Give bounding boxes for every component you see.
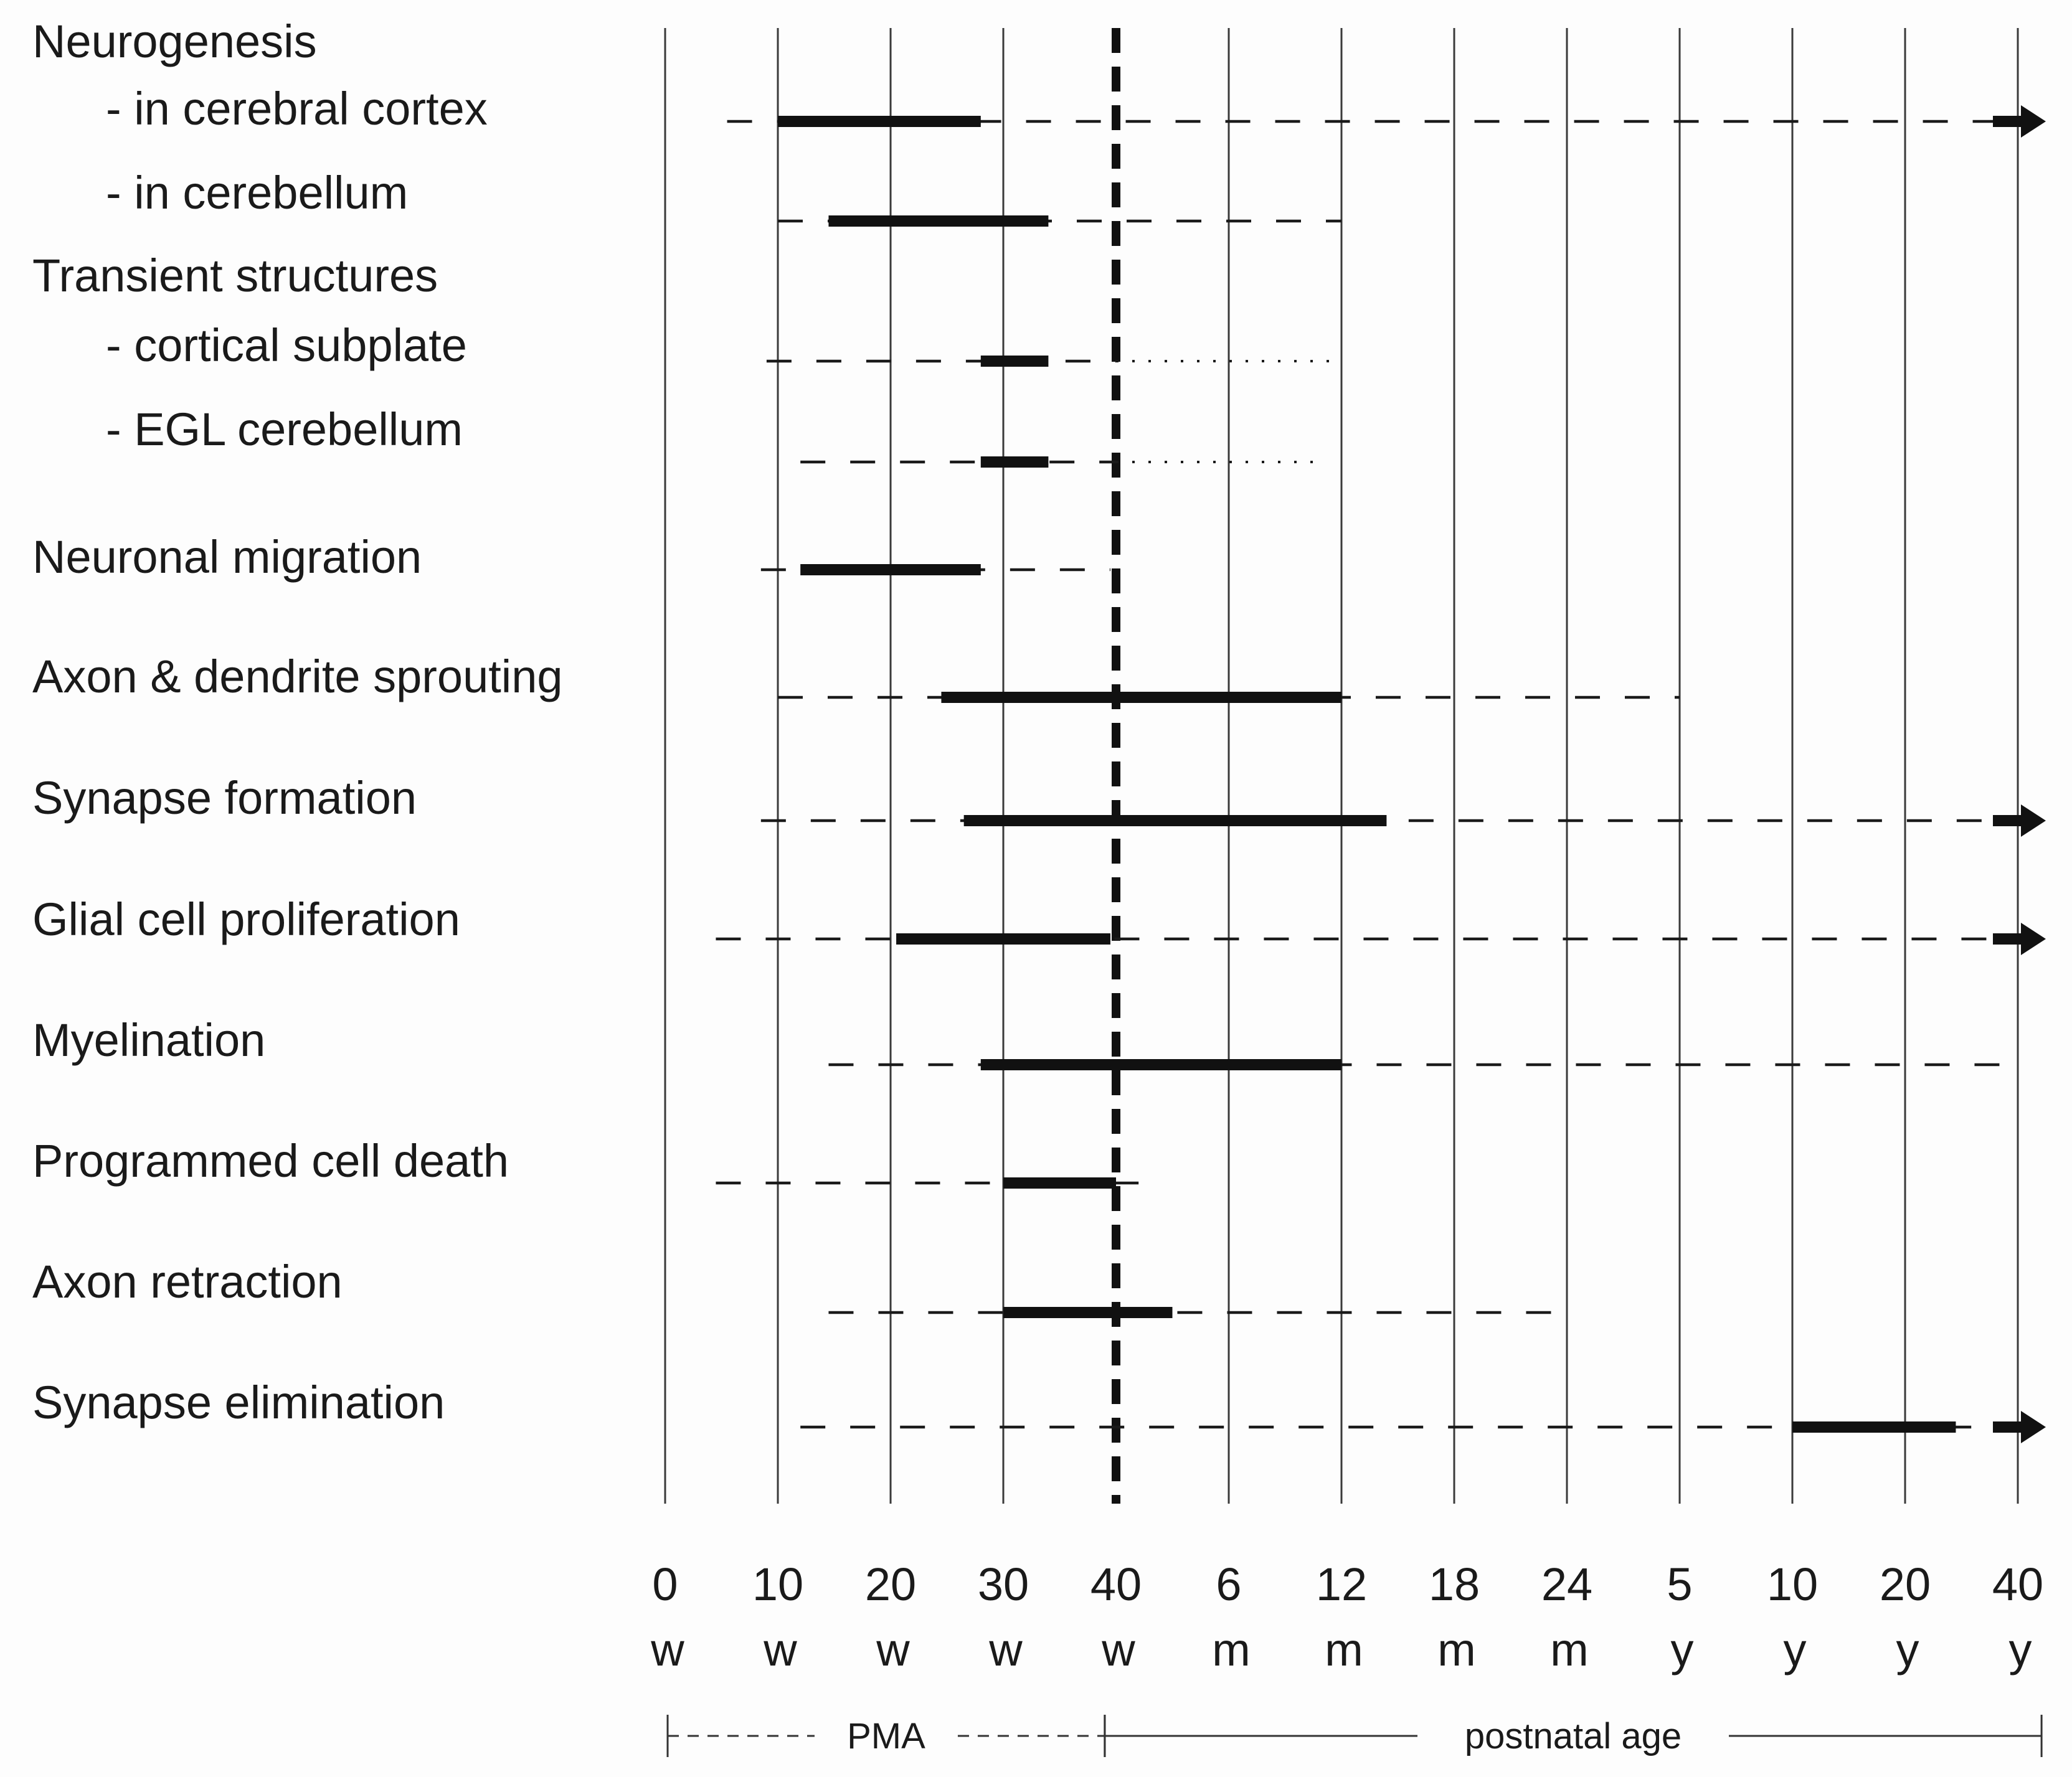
row-label: Myelination	[32, 1014, 265, 1066]
tick-label: 5	[1667, 1558, 1692, 1610]
tick-unit-label: w	[1101, 1624, 1135, 1676]
tick-unit-label: y	[1896, 1624, 1919, 1676]
continuation-arrow	[2021, 1411, 2046, 1443]
tick-unit-label: w	[876, 1624, 910, 1676]
tick-label: 24	[1541, 1558, 1592, 1610]
tick-label: 10	[1767, 1558, 1818, 1610]
tick-unit-label: y	[1784, 1624, 1807, 1676]
tick-unit-label: m	[1212, 1624, 1251, 1676]
axis-span-label: PMA	[847, 1716, 925, 1756]
tick-unit-label: m	[1550, 1624, 1589, 1676]
process-bars	[716, 105, 2046, 1443]
row-label: Synapse formation	[32, 772, 417, 824]
tick-unit-label: w	[763, 1624, 797, 1676]
tick-label: 20	[865, 1558, 916, 1610]
row-label: Synapse elimination	[32, 1377, 445, 1428]
tick-label: 18	[1429, 1558, 1480, 1610]
grid-lines	[664, 28, 2019, 1504]
tick-unit-label: y	[2009, 1624, 2032, 1676]
row-label: Programmed cell death	[32, 1135, 509, 1187]
continuation-arrow	[2021, 923, 2046, 955]
group-header: Neurogenesis	[32, 16, 317, 67]
tick-unit-label: w	[650, 1624, 684, 1676]
tick-unit-label: y	[1671, 1624, 1694, 1676]
row-label: - EGL cerebellum	[106, 403, 463, 455]
axis-span-label: postnatal age	[1465, 1716, 1682, 1756]
tick-label: 40	[1090, 1558, 1142, 1610]
tick-unit-label: m	[1437, 1624, 1476, 1676]
tick-label: 12	[1316, 1558, 1367, 1610]
group-header: Transient structures	[32, 250, 438, 301]
row-label: Axon retraction	[32, 1256, 343, 1308]
row-label: - in cerebellum	[106, 167, 408, 219]
row-labels: Neurogenesis Transient structures - in cer…	[32, 16, 563, 1428]
row-label: Axon & dendrite sprouting	[32, 651, 563, 702]
continuation-arrow	[2021, 804, 2046, 837]
tick-unit-label: m	[1325, 1624, 1363, 1676]
tick-label: 10	[752, 1558, 803, 1610]
tick-label: 20	[1880, 1558, 1931, 1610]
tick-unit-label: w	[988, 1624, 1023, 1676]
tick-label: 30	[978, 1558, 1029, 1610]
x-axis: 0 w 10 w 20 w 30 w 40 w 6 m 12 m 18 m 24 m 5 y 10 y 20 y 40 y PMA p…	[650, 1558, 2043, 1757]
continuation-arrow	[2021, 105, 2046, 138]
row-label: Glial cell proliferation	[32, 893, 460, 945]
tick-label: 6	[1216, 1558, 1241, 1610]
row-label: - in cerebral cortex	[106, 83, 488, 134]
row-label: Neuronal migration	[32, 531, 422, 583]
tick-label: 0	[652, 1558, 678, 1610]
tick-label: 40	[1992, 1558, 2043, 1610]
row-label: - cortical subplate	[106, 319, 467, 371]
